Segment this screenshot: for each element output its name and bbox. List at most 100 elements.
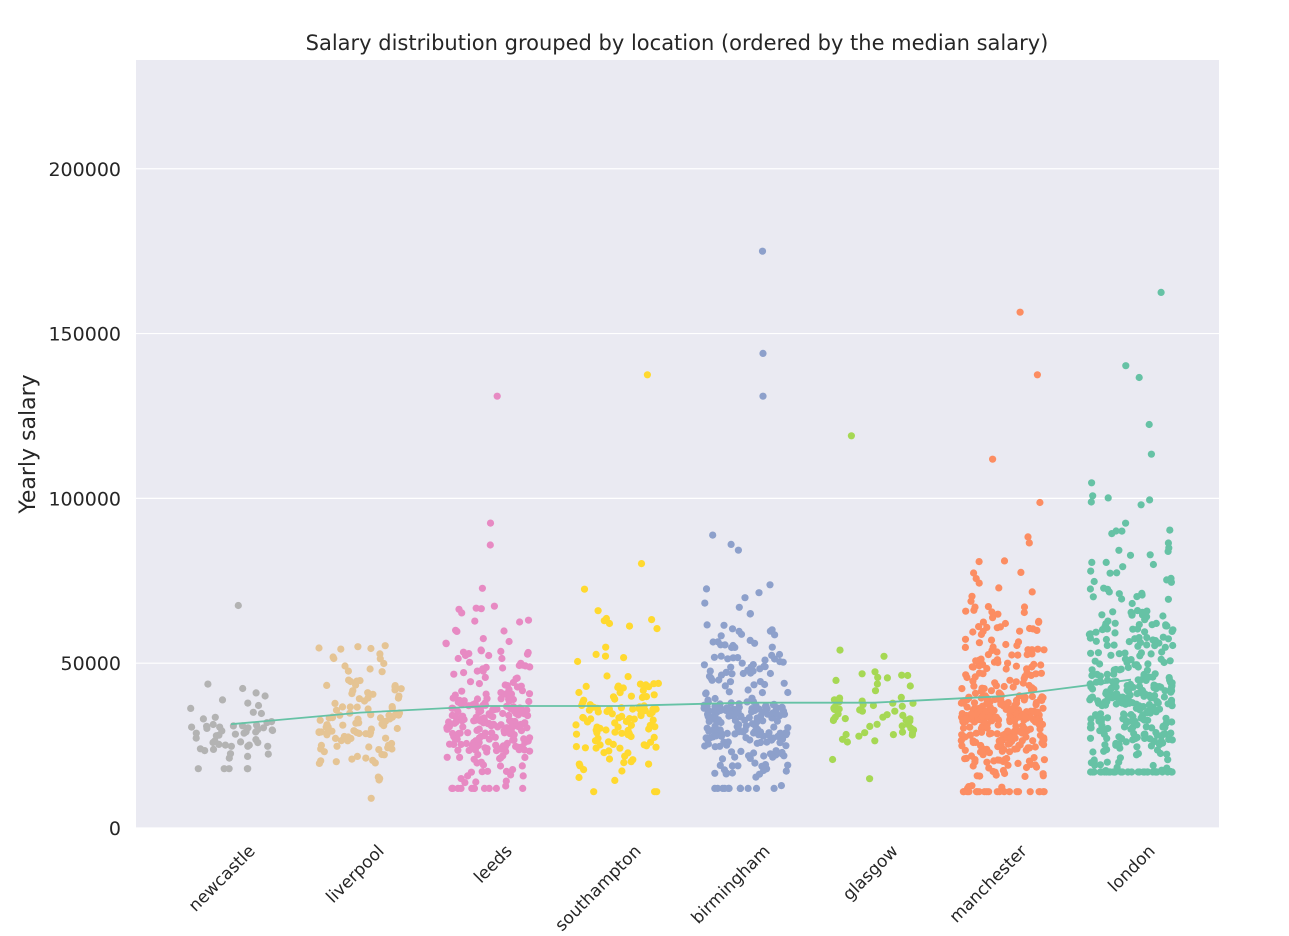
data-point-manchester — [1000, 557, 1009, 565]
data-point-southampton — [616, 744, 624, 752]
data-point-birmingham — [720, 621, 728, 629]
data-point-liverpool — [317, 741, 325, 750]
data-point-london — [1133, 593, 1141, 601]
data-point-liverpool — [385, 711, 393, 719]
data-point-london — [1134, 768, 1142, 776]
data-point-manchester — [961, 733, 969, 741]
data-point-manchester — [1020, 608, 1028, 617]
data-point-birmingham — [731, 716, 740, 725]
data-point-birmingham — [724, 655, 732, 663]
data-point-manchester — [991, 695, 999, 704]
data-point-london — [1097, 768, 1105, 776]
data-point-birmingham — [744, 686, 752, 694]
data-point-leeds — [450, 670, 458, 678]
data-point-newcastle — [259, 724, 268, 732]
data-point-birmingham — [761, 761, 770, 769]
data-point-leeds — [448, 784, 456, 793]
data-point-london — [1104, 494, 1112, 502]
data-point-southampton — [621, 752, 629, 760]
data-point-southampton — [591, 737, 600, 745]
data-point-glasgow — [829, 755, 837, 764]
data-point-glasgow — [889, 699, 897, 707]
data-point-birmingham — [711, 694, 719, 703]
data-point-manchester — [1028, 692, 1036, 701]
data-point-glasgow — [855, 732, 863, 740]
data-point-liverpool — [315, 759, 323, 768]
data-point-birmingham — [722, 769, 730, 777]
data-point-newcastle — [264, 742, 272, 750]
data-point-leeds — [452, 626, 460, 634]
data-point-southampton — [635, 705, 643, 713]
data-point-birmingham — [735, 703, 743, 711]
data-point-liverpool — [331, 734, 340, 743]
data-point-manchester — [1004, 659, 1012, 667]
data-point-southampton — [594, 708, 602, 716]
data-point-leeds — [484, 767, 492, 775]
data-point-manchester — [1035, 618, 1043, 626]
data-point-southampton — [622, 717, 631, 726]
data-point-manchester — [994, 743, 1002, 751]
y-tick-label: 200000 — [48, 159, 121, 181]
data-point-london — [1147, 693, 1155, 701]
data-point-london — [1165, 735, 1173, 744]
data-point-leeds — [501, 728, 509, 736]
data-point-birmingham — [735, 603, 743, 611]
data-point-manchester — [1002, 665, 1010, 673]
data-point-london — [1159, 612, 1167, 620]
data-point-southampton — [625, 622, 634, 630]
data-point-london — [1104, 617, 1112, 625]
data-point-birmingham — [759, 717, 767, 725]
data-point-birmingham — [739, 669, 747, 678]
data-point-birmingham — [770, 784, 778, 793]
data-point-birmingham — [782, 767, 790, 775]
data-point-london — [1094, 649, 1102, 657]
data-point-london — [1160, 693, 1168, 701]
data-point-southampton — [629, 705, 637, 713]
data-point-london — [1098, 611, 1106, 619]
data-point-leeds — [524, 616, 533, 624]
data-point-glasgow — [832, 676, 840, 685]
data-point-london — [1143, 666, 1151, 674]
data-point-manchester — [968, 711, 976, 719]
data-point-birmingham — [729, 654, 737, 662]
data-point-southampton — [637, 710, 645, 718]
data-point-london — [1149, 761, 1157, 770]
data-point-manchester — [1031, 743, 1039, 751]
data-point-southampton — [596, 741, 604, 749]
data-point-southampton — [575, 688, 583, 697]
data-point-birmingham — [735, 627, 743, 636]
data-point-leeds — [488, 729, 496, 737]
data-point-newcastle — [203, 724, 211, 733]
data-point-birmingham — [703, 703, 711, 711]
data-point-birmingham — [704, 696, 712, 704]
data-point-manchester — [1039, 770, 1047, 778]
data-point-manchester — [1030, 660, 1038, 669]
data-point-southampton — [611, 776, 619, 785]
data-point-leeds — [497, 754, 505, 762]
data-point-southampton — [585, 706, 594, 714]
data-point-london — [1122, 519, 1130, 527]
data-point-leeds — [508, 722, 516, 730]
data-point-manchester — [982, 723, 991, 731]
data-point-glasgow — [874, 673, 882, 682]
data-point-birmingham — [718, 755, 727, 763]
data-point-southampton — [614, 683, 622, 692]
data-point-southampton — [646, 721, 654, 729]
data-point-manchester — [1004, 727, 1012, 735]
data-point-liverpool — [348, 755, 356, 763]
data-point-birmingham — [703, 621, 711, 629]
y-tick-labels: 0 50000 100000 150000 200000 — [48, 159, 121, 840]
data-point-liverpool — [320, 748, 328, 756]
data-point-manchester — [1012, 678, 1020, 686]
data-point-london — [1162, 719, 1170, 727]
data-point-leeds — [454, 746, 462, 754]
data-point-birmingham — [709, 638, 717, 646]
data-point-glasgow — [898, 728, 907, 736]
data-point-london — [1164, 756, 1172, 764]
data-point-southampton — [582, 682, 590, 691]
data-point-liverpool — [367, 644, 375, 653]
data-point-london — [1169, 641, 1177, 650]
data-point-leeds — [485, 651, 493, 660]
data-point-birmingham — [731, 753, 739, 761]
data-point-london — [1093, 712, 1101, 720]
